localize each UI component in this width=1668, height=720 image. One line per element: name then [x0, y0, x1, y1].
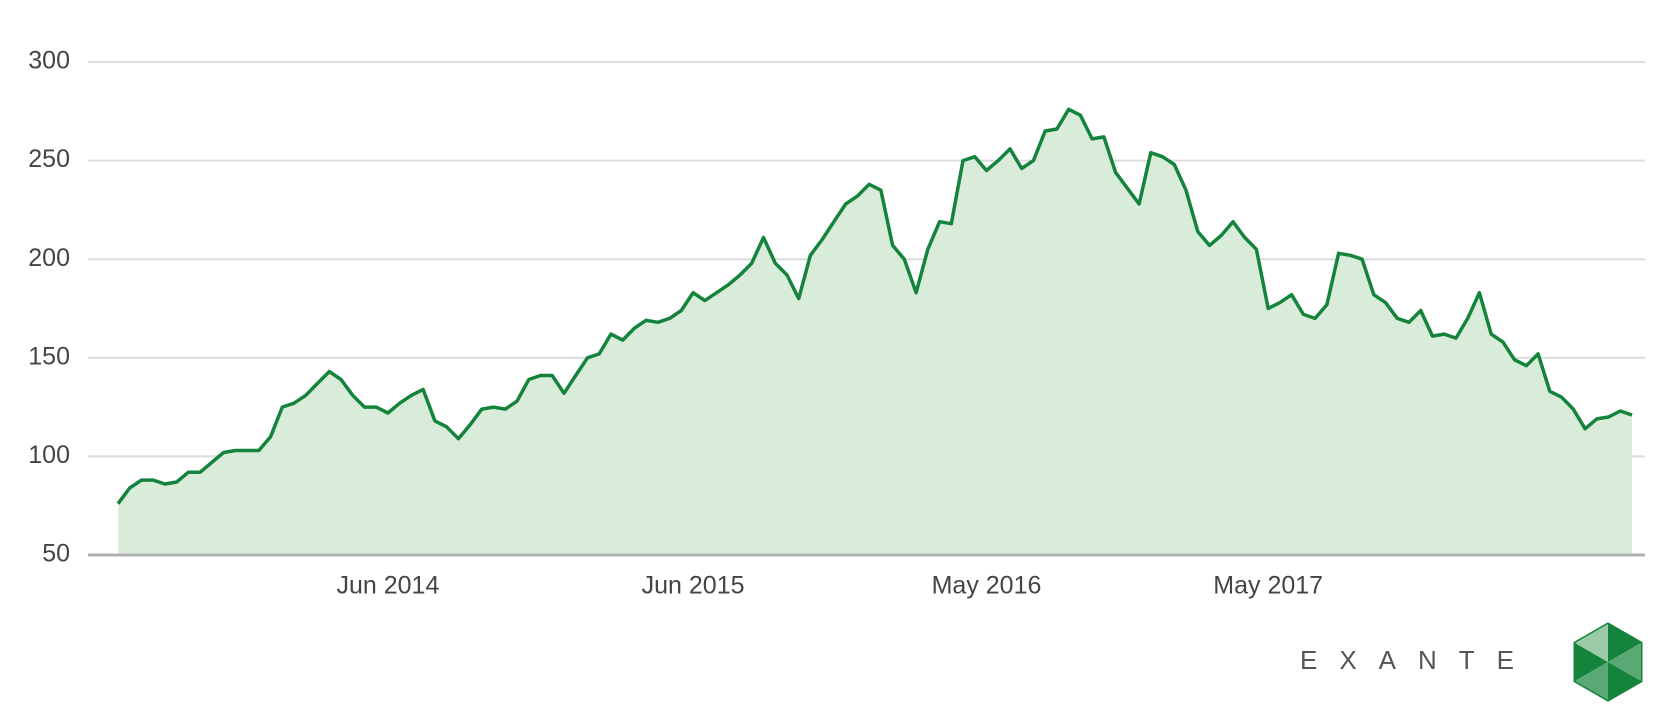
y-tick-label: 200: [28, 244, 70, 272]
brand-logo: [1573, 622, 1643, 702]
brand-name: EXANTE: [1300, 645, 1536, 675]
x-tick-label: May 2017: [1213, 572, 1323, 600]
x-tick-label: Jun 2015: [642, 572, 745, 600]
y-tick-label: 150: [28, 342, 70, 370]
y-tick-label: 100: [28, 441, 70, 469]
x-tick-label: Jun 2014: [337, 572, 440, 600]
area: [118, 109, 1632, 556]
y-tick-label: 300: [28, 47, 70, 75]
x-tick-label: May 2016: [932, 572, 1042, 600]
y-tick-label: 50: [42, 540, 70, 568]
y-tick-label: 250: [28, 145, 70, 173]
line: [116, 107, 1633, 505]
